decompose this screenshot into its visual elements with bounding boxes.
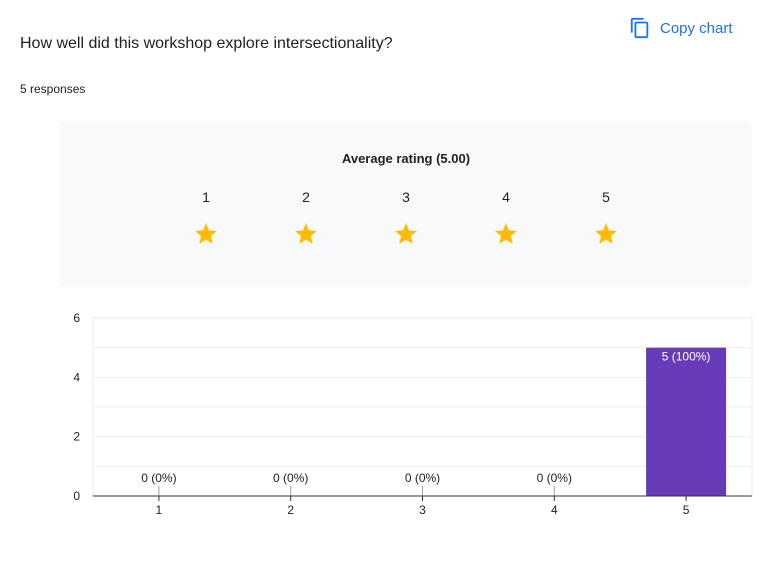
y-tick-label: 2 xyxy=(73,430,80,444)
y-tick-label: 0 xyxy=(73,489,80,503)
average-rating-title: Average rating (5.00) xyxy=(341,151,471,166)
bar-data-label: 0 (0%) xyxy=(273,471,308,485)
y-tick-label: 4 xyxy=(73,370,80,384)
question-title: How well did this workshop explore inter… xyxy=(20,35,393,52)
copy-chart-button[interactable]: Copy chart xyxy=(629,16,733,40)
bar-data-label: 0 (0%) xyxy=(405,471,440,485)
bar-data-label: 0 (0%) xyxy=(141,471,176,485)
copy-icon xyxy=(630,17,649,39)
rating-star-4: 4 xyxy=(486,189,526,247)
rating-star-3: 3 xyxy=(386,189,426,247)
rating-star-2: 2 xyxy=(286,189,326,247)
copy-chart-label: Copy chart xyxy=(660,19,733,37)
star-number: 3 xyxy=(402,189,410,205)
rating-star-1: 1 xyxy=(186,189,226,247)
star-icon xyxy=(295,223,317,244)
star-icon xyxy=(195,223,217,244)
star-icon xyxy=(595,223,617,244)
bar-chart: 0 2 4 6 0 (0%) 1 0 (0%) 2 0 (0%) 3 0 (0%) 4 5 (100%)… xyxy=(73,311,753,517)
x-tick-label: 3 xyxy=(419,503,426,517)
star-icon xyxy=(395,223,417,244)
rating-panel: Average rating (5.00) 1 2 3 4 5 xyxy=(60,121,752,287)
x-tick-label: 5 xyxy=(683,503,690,517)
star-icon xyxy=(495,223,517,244)
star-number: 5 xyxy=(602,189,610,205)
x-tick-label: 2 xyxy=(287,503,294,517)
x-tick-label: 4 xyxy=(551,503,558,517)
star-number: 1 xyxy=(202,189,210,205)
response-count: 5 responses xyxy=(20,82,86,96)
y-tick-label: 6 xyxy=(73,311,80,325)
bar xyxy=(646,347,727,496)
bar-data-label: 5 (100%) xyxy=(662,350,711,364)
star-number: 4 xyxy=(502,189,510,205)
x-tick-label: 1 xyxy=(156,503,163,517)
star-number: 2 xyxy=(302,189,310,205)
bar-data-label: 0 (0%) xyxy=(537,471,572,485)
rating-star-5: 5 xyxy=(586,189,626,247)
